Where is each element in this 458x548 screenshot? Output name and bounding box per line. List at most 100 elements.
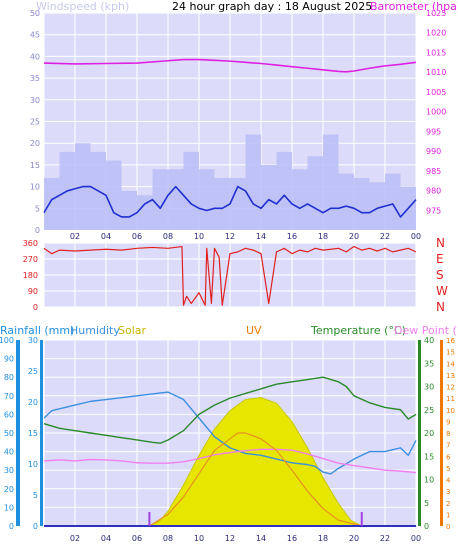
x-tick-label: 08 [163, 534, 173, 543]
rain-axis-bar [40, 340, 43, 526]
wind-tick-label: 5 [35, 204, 40, 213]
x-tick-label: 08 [163, 232, 173, 241]
wind-tick-label: 0 [35, 226, 40, 235]
rain-tick-label: 20 [28, 398, 38, 407]
temperature-tick-label: 0 [424, 522, 429, 531]
humidity-tick-label: 0 [9, 522, 14, 531]
x-tick-label: 18 [318, 232, 328, 241]
temperature-tick-label: 35 [424, 359, 434, 368]
x-tick-label: 10 [194, 534, 204, 543]
baro-tick-label: 1015 [426, 48, 446, 57]
temperature-tick-label: 5 [424, 499, 429, 508]
wind-tick-label: 50 [30, 9, 40, 18]
dewpoint-line [43, 448, 417, 474]
uv-tick-label: 7 [446, 442, 450, 450]
rain-tick-label: 5 [33, 491, 38, 500]
humidity-tick-label: 20 [4, 485, 14, 494]
temperature-tick-label: 25 [424, 406, 434, 415]
barometer-title: Barometer (hpa) [370, 0, 458, 13]
wind-tick-label: 15 [30, 161, 40, 170]
wind-gust-bar [323, 134, 339, 230]
x-tick-label: 00 [411, 232, 421, 241]
uv-tick-label: 1 [446, 511, 450, 519]
windspeed-title: Windspeed (kph) [36, 0, 129, 13]
direction-compass-label: S [436, 268, 444, 282]
humidity-legend: Humidity [70, 324, 120, 337]
humidity-tick-label: 100 [0, 336, 14, 345]
baro-tick-label: 1020 [426, 29, 446, 38]
uv-axis-bar [440, 340, 443, 526]
direction-tick-label: 90 [28, 287, 38, 296]
wind-gust-bar [199, 169, 215, 230]
wind-tick-label: 45 [30, 31, 40, 40]
direction-tick-label: 270 [23, 255, 38, 264]
direction-compass-label: N [436, 300, 445, 314]
wind-gust-bar [354, 177, 370, 230]
graph-title: 24 hour graph day : 18 August 2025 [172, 0, 372, 13]
baro-tick-label: 980 [426, 187, 441, 196]
wind-gust-bar [307, 156, 323, 230]
humidity-tick-label: 60 [4, 410, 14, 419]
humidity-tick-label: 90 [4, 355, 14, 364]
temperature-line [43, 376, 417, 444]
baro-tick-label: 985 [426, 167, 441, 176]
axis-labels: 0510152025303540455097598098599099510001… [0, 9, 455, 543]
x-tick-label: 16 [287, 232, 297, 241]
wind-tick-label: 25 [30, 118, 40, 127]
x-tick-label: 22 [380, 232, 390, 241]
x-tick-label: 06 [132, 232, 142, 241]
baro-tick-label: 1025 [426, 9, 446, 18]
uv-legend: UV [246, 324, 262, 337]
wind-tick-label: 30 [30, 96, 40, 105]
x-tick-label: 04 [101, 534, 111, 543]
baro-tick-label: 975 [426, 206, 441, 215]
humidity-line [43, 391, 417, 475]
wind-gust-bar [338, 173, 354, 230]
direction-tick-label: 180 [23, 271, 38, 280]
uv-tick-label: 15 [446, 349, 455, 357]
wind-gust-bar [44, 177, 60, 230]
uv-tick-label: 3 [446, 488, 450, 496]
direction-compass-label: N [436, 236, 445, 250]
temperature-tick-label: 15 [424, 452, 434, 461]
direction-tick-label: 0 [33, 303, 38, 312]
uv-tick-label: 2 [446, 500, 450, 508]
temperature-legend: Temperature (°C) [310, 324, 406, 337]
wind-gust-bar [369, 182, 385, 230]
wind-gust-bar [261, 164, 277, 230]
wind-tick-label: 20 [30, 139, 40, 148]
wind-gust-bar [183, 151, 199, 230]
humidity-tick-label: 40 [4, 448, 14, 457]
wind-gust-bar [152, 169, 168, 230]
rain-tick-label: 15 [28, 429, 38, 438]
uv-tick-label: 8 [446, 430, 450, 438]
x-tick-label: 22 [380, 534, 390, 543]
wind-gust-bar [276, 151, 292, 230]
baro-tick-label: 1010 [426, 68, 446, 77]
x-tick-label: 12 [225, 534, 235, 543]
line-series [43, 58, 417, 527]
wind-direction-line [43, 245, 417, 306]
x-tick-label: 04 [101, 232, 111, 241]
uv-tick-label: 13 [446, 372, 455, 380]
solar-area [149, 397, 362, 527]
baro-tick-label: 990 [426, 147, 441, 156]
wind-gust-bar [137, 195, 153, 230]
baro-tick-label: 1000 [426, 108, 446, 117]
rain-tick-label: 30 [28, 336, 38, 345]
temperature-axis-bar [418, 340, 421, 526]
direction-compass-label: E [436, 252, 444, 266]
barometer-line [43, 58, 417, 73]
wind-gust-bar [385, 173, 401, 230]
x-tick-label: 06 [132, 534, 142, 543]
temperature-tick-label: 10 [424, 476, 434, 485]
uv-tick-label: 0 [446, 523, 450, 531]
wind-gust-bar [214, 177, 230, 230]
x-tick-label: 12 [225, 232, 235, 241]
uv-tick-label: 6 [446, 453, 451, 461]
x-tick-label: 16 [287, 534, 297, 543]
baro-tick-label: 1005 [426, 88, 446, 97]
rain-tick-label: 25 [28, 367, 38, 376]
